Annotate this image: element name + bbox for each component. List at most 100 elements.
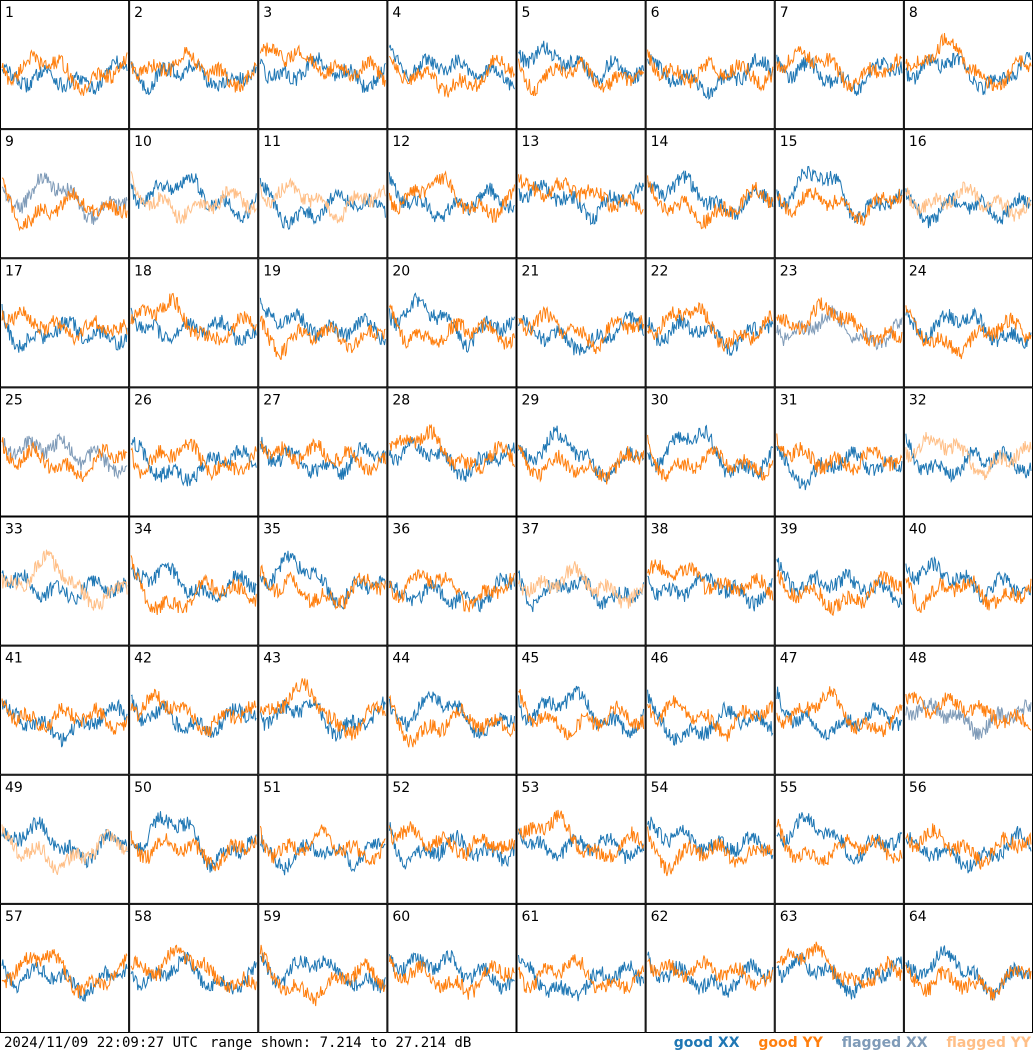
antenna-panel: 48: [903, 645, 1033, 775]
panel-label: 34: [134, 522, 152, 538]
good-yy-line: [388, 170, 515, 223]
panel-label: 38: [651, 522, 669, 538]
good-xx-line: [130, 561, 257, 604]
good-yy-line: [1, 949, 128, 999]
flagged-yy-line: [1, 549, 128, 611]
antenna-panel: 33: [0, 516, 130, 646]
antenna-panel: 44: [387, 645, 517, 775]
good-yy-line: [518, 444, 645, 485]
legend-flagged-yy: flagged YY: [946, 1035, 1031, 1051]
good-yy-line: [776, 433, 903, 476]
antenna-panel: 54: [645, 774, 775, 904]
panel-frame: [387, 387, 517, 517]
panel-frame: [903, 387, 1033, 517]
good-yy-line: [2, 177, 128, 232]
good-xx-line: [1, 698, 128, 748]
good-xx-line: [388, 950, 515, 995]
good-yy-line: [776, 297, 903, 347]
panel-label: 6: [651, 5, 660, 21]
antenna-panel: 50: [129, 774, 259, 904]
good-yy-line: [776, 818, 903, 866]
antenna-panel: 8: [903, 0, 1033, 130]
panel-label: 45: [522, 651, 540, 667]
flagged-yy-line: [905, 181, 1032, 222]
antenna-panel: 25: [0, 387, 130, 517]
good-yy-line: [259, 824, 386, 866]
panel-label: 51: [263, 780, 281, 796]
antenna-panel: 42: [129, 645, 259, 775]
panel-frame: [258, 129, 388, 259]
panel-frame: [903, 0, 1033, 130]
antenna-panel: 47: [774, 645, 904, 775]
panel-label: 13: [522, 134, 540, 150]
panel-label: 31: [780, 392, 798, 408]
antenna-panel: 12: [387, 129, 517, 259]
good-yy-line: [1, 306, 128, 347]
good-xx-line: [776, 445, 903, 491]
panel-frame: [516, 129, 646, 259]
antenna-panel: 29: [516, 387, 646, 517]
legend-good-xx: good XX: [673, 1035, 740, 1051]
panel-label: 11: [263, 134, 281, 150]
good-xx-line: [130, 173, 257, 224]
panel-label: 5: [522, 5, 531, 21]
antenna-panel: 17: [0, 258, 130, 388]
antenna-panel: 37: [516, 516, 646, 646]
good-yy-line: [647, 559, 774, 601]
antenna-panel: 64: [903, 903, 1033, 1033]
antenna-panel: 45: [516, 645, 646, 775]
good-xx-line: [388, 822, 515, 870]
panel-label: 43: [263, 651, 281, 667]
panel-frame: [774, 129, 904, 259]
panel-frame: [645, 645, 775, 775]
good-yy-line: [1, 49, 128, 97]
antenna-panel: 62: [645, 903, 775, 1033]
antenna-panel: 11: [258, 129, 388, 259]
good-yy-line: [647, 49, 774, 92]
antenna-panel: 55: [774, 774, 904, 904]
good-yy-line: [518, 174, 644, 216]
panel-label: 23: [780, 263, 798, 279]
good-yy-line: [647, 175, 774, 230]
antenna-panel: 22: [645, 258, 775, 388]
panel-label: 40: [909, 522, 927, 538]
antenna-panel: 26: [129, 387, 259, 517]
good-xx-line: [518, 685, 645, 739]
good-yy-line: [647, 301, 774, 352]
good-yy-line: [388, 304, 515, 350]
panel-label: 17: [5, 263, 23, 279]
antenna-panel: 49: [0, 774, 130, 904]
good-xx-line: [130, 59, 257, 96]
panel-label: 2: [134, 5, 143, 21]
panel-label: 39: [780, 522, 798, 538]
good-xx-line: [905, 188, 1032, 229]
good-xx-line: [776, 686, 903, 741]
antenna-panel: 16: [903, 129, 1033, 259]
good-xx-line: [130, 811, 257, 873]
panel-frame: [129, 0, 259, 130]
panel-frame: [387, 645, 517, 775]
good-xx-line: [388, 172, 515, 223]
panel-label: 50: [134, 780, 152, 796]
good-yy-line: [388, 955, 515, 1000]
panel-label: 29: [522, 392, 540, 408]
good-xx-line: [518, 827, 645, 865]
antenna-panel: 36: [387, 516, 517, 646]
antenna-panel: 3: [258, 0, 388, 130]
antenna-panel: 28: [387, 387, 517, 517]
panel-label: 60: [392, 909, 410, 925]
flagged-yy-line: [259, 177, 386, 224]
good-xx-line: [647, 314, 774, 357]
panel-label: 33: [5, 522, 23, 538]
antenna-panel: 41: [0, 645, 130, 775]
antenna-panel: 43: [258, 645, 388, 775]
good-yy-line: [259, 315, 386, 360]
panel-label: 52: [392, 780, 410, 796]
panel-frame: [774, 387, 904, 517]
good-yy-line: [259, 944, 386, 1007]
good-yy-line: [776, 187, 903, 226]
good-yy-line: [130, 438, 257, 482]
flagged-xx-line: [1, 432, 128, 480]
good-yy-line: [905, 691, 1032, 731]
good-xx-line: [130, 437, 257, 487]
